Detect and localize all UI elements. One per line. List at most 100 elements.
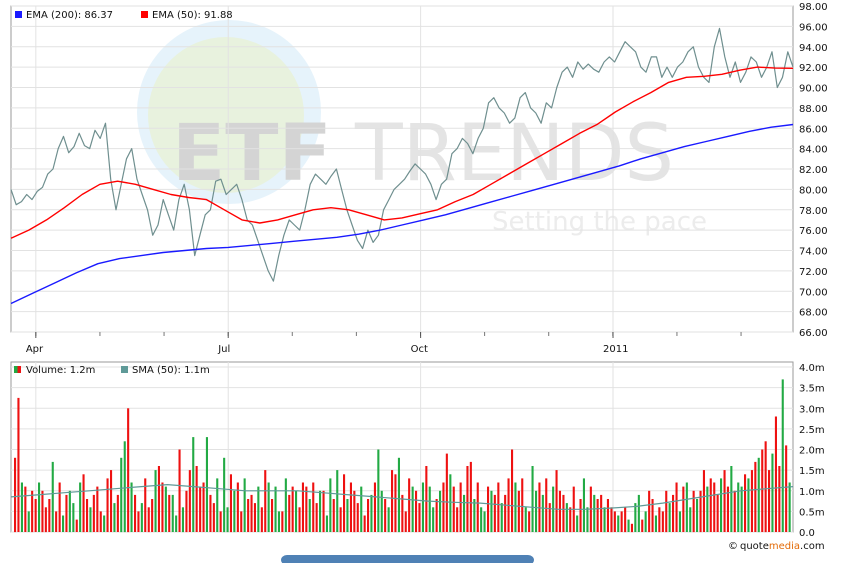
price-y-tick-label: 92.00 [799,63,828,74]
credit-prefix: quote [740,541,769,552]
volume-bar [250,494,253,532]
volume-bar [593,494,596,532]
volume-bar [92,494,95,532]
volume-bar [452,486,455,532]
volume-bar [435,499,438,532]
volume-bars [14,379,791,533]
volume-bar [535,490,538,533]
volume-bar [511,449,514,532]
volume-bar [271,499,274,532]
price-x-tick-label: Oct [411,344,428,355]
volume-y-tick-label: 3.5m [799,384,825,395]
volume-bar [541,494,544,532]
volume-bar [716,494,719,532]
volume-bar [459,482,462,532]
volume-bar [548,503,551,532]
volume-bar [617,515,620,532]
volume-bar [754,461,757,532]
price-y-tick-label: 68.00 [799,308,828,319]
volume-bar [740,486,743,532]
volume-bar [408,478,411,532]
volume-bar [476,482,479,532]
volume-bar [168,494,171,532]
volume-bar [651,499,654,532]
price-y-tick-label: 84.00 [799,145,828,156]
volume-bar [247,499,250,532]
price-y-tick-label: 82.00 [799,165,828,176]
volume-bar [312,482,315,532]
volume-bar [785,445,788,532]
price-y-tick-label: 98.00 [799,2,828,13]
volume-bar [288,494,291,532]
volume-bar [315,503,318,532]
volume-bar [397,457,400,533]
volume-bar [120,457,123,533]
price-x-tick-label: 2011 [603,344,628,355]
volume-bar [106,478,109,532]
volume-bar [137,511,140,532]
volume-bar [75,519,78,532]
volume-bar [185,490,188,533]
volume-bar [325,515,328,532]
volume-bar [267,482,270,532]
price-panel: 66.00 68.00 70.00 72.00 74.00 76.00 78.00 80.00… [10,2,828,355]
quotemedia-credit[interactable]: © quotemedia.com [728,541,825,552]
volume-bar [367,499,370,532]
price-y-tick-label: 88.00 [799,104,828,115]
volume-bar [569,507,572,533]
volume-bar [264,470,267,532]
volume-bar [415,490,418,533]
watermark-inner-circle [148,37,304,193]
volume-bar [14,457,17,533]
volume-bar [387,507,390,533]
volume-bar [274,486,277,532]
volume-bar [377,449,380,532]
volume-bar [713,482,716,532]
volume-bar [665,490,668,533]
volume-bar [504,494,507,532]
volume-bar [582,478,585,532]
volume-bar [531,466,534,532]
volume-bar [99,511,102,532]
price-y-tick-label: 94.00 [799,43,828,54]
volume-bar [229,474,232,533]
volume-bar [483,511,486,532]
volume-bar [654,515,657,532]
volume-bar [425,466,428,532]
volume-bar [565,503,568,532]
volume-bar [490,490,493,533]
volume-bar [500,503,503,532]
bottom-tab-strip[interactable] [281,555,534,563]
volume-bar [641,519,644,532]
volume-bar [199,486,202,532]
price-grid [11,5,793,333]
volume-bar [161,482,164,532]
volume-bar [298,507,301,533]
volume-bar [648,490,651,533]
volume-bar [123,441,126,533]
volume-bar [103,515,106,532]
volume-bar [439,490,442,533]
series-line-ema-200 [10,123,794,305]
volume-bar [62,515,65,532]
volume-bar [31,490,34,533]
volume-bar [600,494,603,532]
volume-bar [432,507,435,533]
volume-bar [603,507,606,533]
volume-bar [586,507,589,533]
price-y-tick-label: 70.00 [799,287,828,298]
volume-bar [343,474,346,533]
volume-bar [51,461,54,532]
legend-label-ema50: EMA (50): 91.88 [152,10,233,21]
credit-suffix: media [769,541,800,552]
watermark-brand-light: TRENDS [354,109,674,199]
volume-bar [692,490,695,533]
volume-bar [127,408,130,533]
volume-y-tick-label: 2.0m [799,446,825,457]
volume-bar [233,490,236,533]
legend-swatch-sma [121,366,128,373]
volume-bar [675,482,678,532]
price-legend: EMA (200): 86.37 EMA (50): 91.88 [15,10,233,21]
credit-tld: .com [800,541,825,552]
volume-bar [774,416,777,532]
